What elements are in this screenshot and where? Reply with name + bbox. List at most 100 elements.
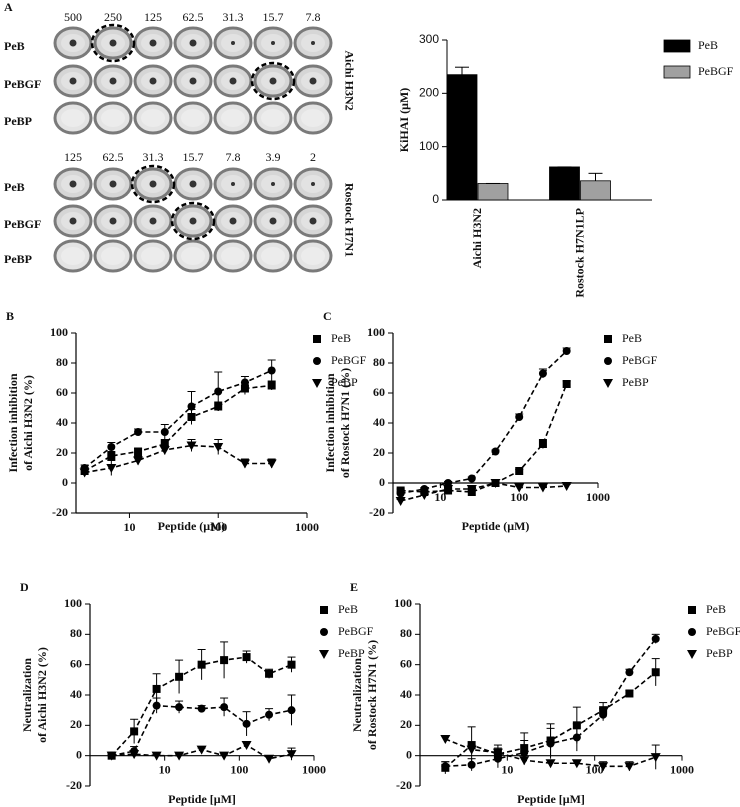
highlight-ring	[130, 164, 176, 204]
bar	[549, 166, 580, 201]
x-tick-label: Aichi H3N2	[470, 208, 484, 268]
y-axis-label: of Aichi H3N2 (%)	[35, 647, 49, 743]
y-tick-label: 40	[373, 415, 385, 429]
y-axis-label: of Rostock H7N1 (%)	[365, 640, 379, 750]
legend-label: PeB	[698, 38, 718, 52]
x-tick-label: 100	[510, 490, 528, 504]
marker	[538, 440, 547, 448]
concentration-label: 62.5	[103, 150, 124, 164]
legend-label: PeBP	[622, 375, 649, 389]
marker	[214, 387, 223, 396]
concentration-label: 3.9	[266, 150, 281, 164]
x-tick-label: 100	[209, 520, 227, 534]
legend-label: PeB	[706, 602, 726, 616]
y-tick-label: 200	[419, 86, 439, 100]
marker	[265, 710, 274, 719]
y-axis-label: Neutralization	[20, 658, 34, 732]
y-tick-label: 80	[70, 626, 82, 640]
y-tick-label: 60	[400, 656, 412, 670]
y-axis-label: KiHAI (μM)	[397, 88, 411, 152]
highlight-ring	[250, 61, 296, 101]
well-pellet	[189, 39, 197, 47]
well-inner	[101, 247, 125, 265]
marker	[520, 748, 529, 757]
marker	[134, 447, 143, 456]
marker	[545, 759, 556, 769]
well-inner	[221, 109, 245, 127]
marker	[604, 357, 612, 365]
legend-label: PeBP	[706, 646, 733, 660]
virus-label: Rostock H7N1	[342, 183, 356, 257]
well-pellet	[231, 41, 235, 45]
well-inner	[221, 247, 245, 265]
well-pellet	[309, 217, 317, 225]
marker	[264, 754, 275, 764]
concentration-label: 125	[64, 150, 82, 164]
marker	[267, 366, 276, 375]
y-axis-label: Infection inhibition	[6, 373, 20, 472]
marker	[130, 727, 139, 736]
marker	[492, 748, 503, 758]
y-tick-label: 300	[419, 32, 439, 46]
marker	[603, 379, 613, 388]
well-pellet	[149, 180, 157, 188]
bar	[477, 183, 509, 201]
y-tick-label: 20	[70, 717, 82, 731]
concentration-label: 125	[144, 10, 162, 24]
marker	[320, 628, 328, 636]
y-axis-label: of Rostock H7N1 (%)	[338, 368, 352, 478]
marker	[538, 369, 547, 378]
panel-letter: B	[6, 309, 14, 323]
x-tick-label: 1000	[295, 520, 319, 534]
legend-label: PeB	[331, 331, 351, 345]
marker	[107, 452, 116, 460]
concentration-label: 31.3	[223, 10, 244, 24]
x-tick-label: 1000	[670, 762, 694, 776]
y-tick-label: 100	[50, 325, 68, 339]
marker	[240, 378, 249, 387]
marker	[267, 381, 276, 390]
well-pellet	[189, 77, 197, 85]
y-tick-label: 60	[373, 385, 385, 399]
well-inner	[141, 247, 165, 265]
marker	[312, 379, 322, 388]
well-pellet	[309, 77, 317, 85]
panel-letter: D	[20, 580, 29, 594]
marker	[197, 704, 206, 713]
legend-label: PeBGF	[331, 353, 367, 367]
panel-letter: E	[350, 580, 358, 594]
concentration-label: 15.7	[263, 10, 284, 24]
well-pellet	[189, 180, 197, 188]
y-axis-label: of Aichi H3N2 (%)	[21, 375, 35, 471]
well-inner	[181, 109, 205, 127]
y-tick-label: 40	[70, 687, 82, 701]
y-tick-label: -20	[52, 505, 68, 519]
marker	[604, 335, 612, 343]
virus-label: Aichi H3N2	[342, 50, 356, 110]
panel-letter: A	[4, 0, 13, 14]
bar	[446, 74, 478, 201]
marker	[287, 706, 296, 715]
y-tick-label: 60	[56, 385, 68, 399]
marker	[174, 751, 185, 761]
well-pellet	[229, 217, 237, 225]
well-pellet	[271, 182, 275, 186]
well-pellet	[109, 39, 117, 47]
legend-label: PeBGF	[706, 624, 740, 638]
marker	[519, 756, 530, 766]
well-pellet	[149, 39, 157, 47]
legend-label: PeB	[622, 331, 642, 345]
marker	[625, 689, 634, 698]
legend-swatch	[663, 65, 691, 79]
marker	[106, 751, 117, 761]
well-pellet	[109, 77, 117, 85]
well-inner	[181, 247, 205, 265]
well-inner	[261, 109, 285, 127]
marker	[443, 485, 454, 494]
marker	[651, 668, 660, 677]
y-tick-label: 0	[406, 747, 412, 761]
series-line	[111, 704, 292, 757]
concentration-label: 7.8	[306, 10, 321, 24]
well-pellet	[269, 77, 277, 85]
